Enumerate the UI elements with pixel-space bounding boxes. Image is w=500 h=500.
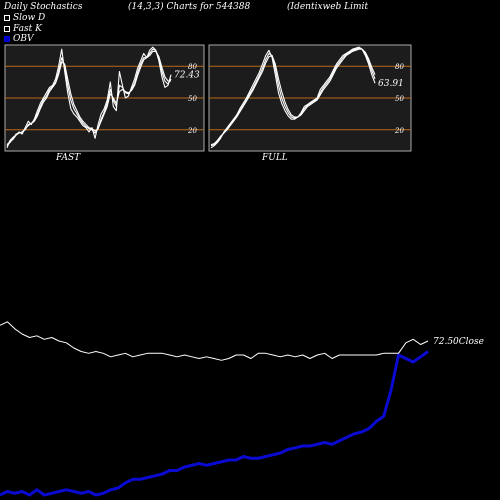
legend-swatch-slow-d — [4, 15, 10, 22]
price-close-label: 72.50Close — [433, 337, 484, 347]
legend-swatch-fast-k — [4, 25, 10, 32]
price-line — [0, 321, 429, 361]
chart-title-left: Daily Stochastics — [4, 2, 83, 12]
obv-line — [0, 350, 429, 497]
fast-panel-caption: FAST — [56, 153, 81, 163]
legend-label-slow-d: Slow D — [13, 13, 46, 23]
full-level-label-50: 50 — [395, 95, 404, 103]
legend-label-obv: OBV — [13, 34, 34, 44]
full-level-label-20: 20 — [394, 127, 404, 135]
fast-level-label-50: 50 — [188, 95, 197, 103]
fast-level-label-80: 80 — [188, 63, 197, 71]
legend-item-obv: OBV — [4, 34, 45, 45]
legend: Slow D Fast K OBV — [4, 13, 45, 45]
full-last-value: 63.91 — [378, 79, 404, 89]
full-level-label-80: 80 — [395, 63, 404, 71]
legend-label-fast-k: Fast K — [13, 23, 42, 34]
legend-swatch-obv — [4, 36, 10, 43]
full-panel-caption: FULL — [262, 153, 288, 163]
legend-item-fast-k: Fast K — [4, 24, 45, 35]
chart-title-right: (Identixweb Limit — [287, 2, 369, 12]
full-line-2 — [210, 47, 376, 147]
legend-item-slow-d: Slow D — [4, 13, 45, 24]
chart-title-center: (14,3,3) Charts for 544388 — [128, 2, 251, 12]
fast-line-3 — [6, 50, 171, 145]
fast-level-label-20: 20 — [187, 127, 197, 135]
fast-last-value: 72.43 — [174, 71, 200, 81]
full-line-3 — [210, 48, 376, 146]
full-line-1 — [210, 46, 376, 149]
